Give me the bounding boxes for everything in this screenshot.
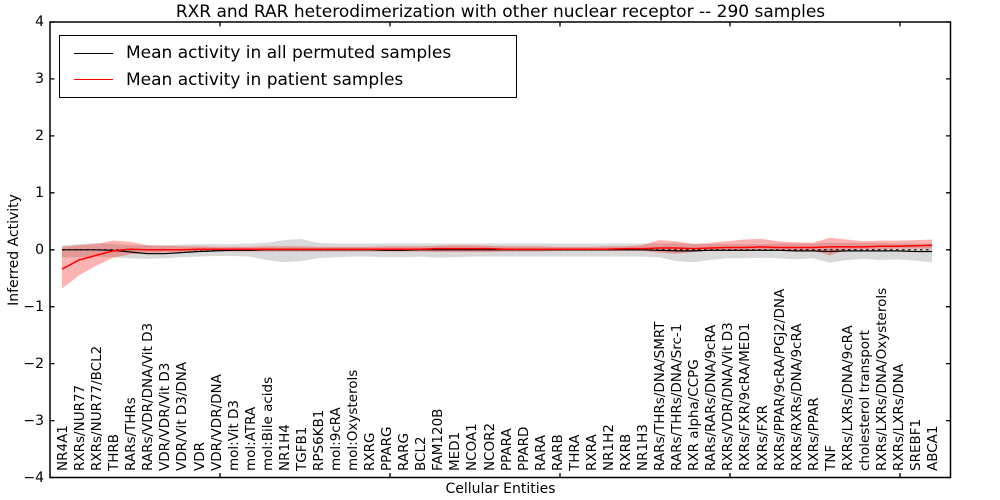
legend: Mean activity in all permuted samples Me… [59, 35, 517, 98]
y-tick-label: −2 [23, 355, 44, 372]
legend-item-permuted: Mean activity in all permuted samples [74, 40, 506, 66]
y-tick-label: 3 [35, 70, 44, 87]
x-tick-label: cholesterol transport [856, 330, 873, 471]
x-tick-label: RARs/VDR/DNA/Vit D3 [140, 322, 157, 471]
x-tick-label: NR1H4 [276, 424, 293, 471]
permuted-line-sample-icon [74, 52, 113, 54]
x-tick-label: mol:Bile acids [259, 376, 276, 471]
legend-label-permuted: Mean activity in all permuted samples [126, 43, 452, 64]
x-tick-label: VDR/Vit D3/DNA [174, 361, 191, 471]
x-tick-label: SREBF1 [908, 418, 924, 471]
x-tick-label: ABCA1 [925, 425, 942, 471]
x-tick-label: NR4A1 [55, 425, 71, 471]
x-tick-label: RARs/RARs/DNA/9cRA [703, 324, 720, 471]
x-tick-label: RARs/THRs [123, 397, 140, 471]
y-tick-label: 0 [35, 241, 44, 258]
x-tick-label: mol:Vit D3 [225, 400, 242, 471]
x-tick-label: RARs/THRs/DNA/SMRT [652, 321, 669, 471]
x-tick-label: RXRs/LXRs/DNA [890, 363, 907, 471]
legend-label-patient: Mean activity in patient samples [126, 69, 404, 90]
patient-line-sample-icon [74, 79, 113, 81]
x-tick-label: VDR/VDR/DNA [208, 374, 225, 471]
x-tick-label: TGFB1 [293, 426, 310, 471]
patient-mean-line [61, 244, 933, 270]
x-tick-label: RARA [532, 434, 549, 471]
x-tick-label: RXRs/FXR [754, 405, 771, 471]
x-tick-label: FAM120B [430, 408, 447, 471]
x-tick-label: mol:ATRA [242, 406, 259, 471]
x-tick-label: RXRs/PPAR [805, 397, 822, 471]
y-tick-label: 1 [35, 184, 44, 201]
chart-title: RXR and RAR heterodimerization with othe… [175, 2, 826, 22]
y-tick-label: 2 [35, 127, 44, 144]
x-tick-label: NCOR2 [481, 422, 498, 471]
x-tick-label: RXRs/NUR77 [72, 384, 89, 471]
x-tick-label: RXRs/RXRs/DNA/9cRA [788, 323, 805, 471]
y-tick-label: −3 [23, 412, 44, 429]
x-tick-label: VDR [191, 441, 208, 471]
x-tick-label: NR1H3 [635, 424, 651, 471]
x-tick-label: RXRs/FXR/9cRA/MED1 [737, 322, 754, 471]
x-tick-label: RXRs/VDR/DNA/Vit D3 [720, 322, 737, 471]
y-tick-label: −4 [23, 469, 44, 486]
permuted-mean-line [62, 249, 933, 255]
permuted-range-band [62, 238, 933, 263]
x-tick-label: TNF [822, 444, 839, 471]
x-tick-label: RXRs/LXRs/DNA/9cRA [839, 325, 856, 471]
x-tick-label: mol:9cRA [328, 407, 344, 471]
y-tick-label: −1 [23, 298, 44, 315]
x-tick-label: PPARG [379, 426, 396, 472]
x-tick-label: RXRs/LXRs/DNA/Oxysterols [873, 287, 890, 471]
axis-ticks [50, 21, 951, 479]
x-tick-label: RXRB [618, 433, 634, 471]
x-tick-label: RPS6KB1 [310, 409, 327, 471]
x-tick-label: mol:Oxysterols [345, 369, 361, 471]
x-tick-label: NCOA1 [464, 423, 481, 471]
x-tick-label: RXR alpha/CCPG [686, 359, 703, 471]
y-tick-label: 4 [35, 14, 44, 30]
x-tick-label: RXRG [362, 432, 379, 471]
x-tick-label: VDR/VDR/Vit D3 [157, 362, 174, 471]
x-tick-label: RARs/THRs/DNA/Src-1 [669, 323, 686, 471]
x-tick-label: BCL2 [413, 436, 430, 471]
x-tick-label: PPARD [515, 426, 532, 471]
x-tick-label: RARB [549, 434, 566, 471]
x-tick-label: RXRs/PPAR/9cRA/PGJ2/DNA [771, 288, 788, 471]
x-tick-label: THRB [106, 433, 123, 471]
x-tick-label: RARG [396, 433, 413, 471]
x-tick-label: THRA [566, 434, 583, 471]
x-axis-label: Cellular Entities [445, 481, 556, 497]
legend-item-patient: Mean activity in patient samples [74, 67, 506, 93]
x-tick-label: RXRA [583, 434, 600, 471]
x-tick-label: RXRs/NUR77/BCL2 [89, 345, 106, 471]
x-tick-label: NR1H2 [600, 424, 617, 471]
x-tick-label: MED1 [447, 431, 464, 471]
x-tick-label: PPARA [498, 428, 515, 471]
